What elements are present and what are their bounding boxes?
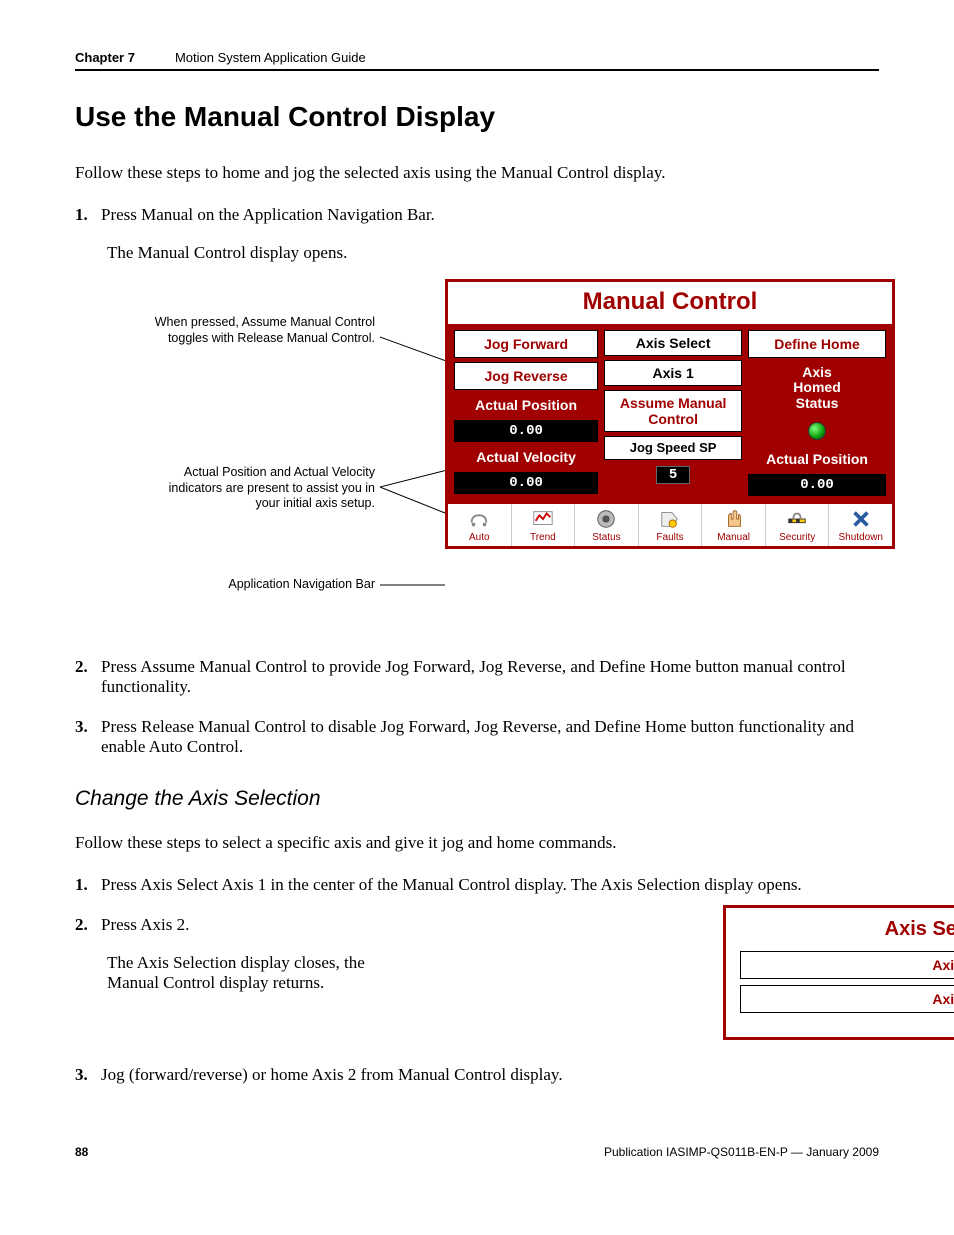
nav-shutdown[interactable]: Shutdown bbox=[828, 504, 892, 546]
auto-icon bbox=[448, 506, 511, 532]
nav-security[interactable]: Security bbox=[765, 504, 829, 546]
nav-faults[interactable]: Faults bbox=[638, 504, 702, 546]
axis-select-button[interactable]: Axis 1 bbox=[604, 360, 742, 386]
shutdown-icon bbox=[829, 506, 892, 532]
jog-reverse-button[interactable]: Jog Reverse bbox=[454, 362, 598, 390]
status-icon bbox=[575, 506, 638, 532]
faults-icon bbox=[639, 506, 702, 532]
axis-selection-panel: Axis Selection Axis 1 Axis 2 bbox=[723, 905, 954, 1040]
callout-indicators: Actual Position and Actual Velocity indi… bbox=[145, 465, 375, 512]
nav-trend[interactable]: Trend bbox=[511, 504, 575, 546]
step-2: Press Assume Manual Control to provide J… bbox=[75, 657, 879, 697]
actual-position-value: 0.00 bbox=[454, 420, 598, 442]
nav-manual[interactable]: Manual bbox=[701, 504, 765, 546]
axis-2-button[interactable]: Axis 2 bbox=[740, 985, 954, 1013]
manual-icon bbox=[702, 506, 765, 532]
security-icon bbox=[766, 506, 829, 532]
axis-selection-title: Axis Selection bbox=[740, 918, 954, 941]
step-3: Press Release Manual Control to disable … bbox=[75, 717, 879, 757]
actual-velocity-value: 0.00 bbox=[454, 472, 598, 494]
manual-control-figure: When pressed, Assume Manual Control togg… bbox=[145, 279, 895, 629]
axis-homed-status-label: Axis Homed Status bbox=[748, 362, 886, 414]
actual-position-right-label: Actual Position bbox=[748, 448, 886, 470]
axis-select-label: Axis Select bbox=[604, 330, 742, 356]
callout-assume: When pressed, Assume Manual Control togg… bbox=[145, 315, 375, 346]
panel-title: Manual Control bbox=[448, 282, 892, 324]
step-1: Press Manual on the Application Navigati… bbox=[75, 205, 879, 629]
nav-auto[interactable]: Auto bbox=[448, 504, 511, 546]
page-title: Use the Manual Control Display bbox=[75, 101, 879, 133]
step-b3: Jog (forward/reverse) or home Axis 2 fro… bbox=[75, 1065, 879, 1085]
publication-info: Publication IASIMP-QS011B-EN-P — January… bbox=[604, 1145, 879, 1159]
axis-1-button[interactable]: Axis 1 bbox=[740, 951, 954, 979]
assume-manual-control-button[interactable]: Assume Manual Control bbox=[604, 390, 742, 432]
step-b2: Press Axis 2. The Axis Selection display… bbox=[75, 915, 879, 1045]
page-number: 88 bbox=[75, 1145, 88, 1159]
callout-navbar: Application Navigation Bar bbox=[145, 577, 375, 593]
page-header: Chapter 7 Motion System Application Guid… bbox=[75, 50, 879, 71]
intro-2: Follow these steps to select a specific … bbox=[75, 833, 879, 853]
step-b1: Press Axis Select Axis 1 in the center o… bbox=[75, 875, 879, 895]
guide-title: Motion System Application Guide bbox=[175, 50, 366, 65]
actual-position-right-value: 0.00 bbox=[748, 474, 886, 496]
subsection-title: Change the Axis Selection bbox=[75, 787, 879, 811]
jog-speed-value[interactable]: 5 bbox=[656, 466, 690, 484]
actual-velocity-label: Actual Velocity bbox=[454, 446, 598, 468]
axis-homed-led-icon bbox=[808, 422, 826, 440]
step-b2-followup: The Axis Selection display closes, the M… bbox=[101, 953, 391, 993]
page-footer: 88 Publication IASIMP-QS011B-EN-P — Janu… bbox=[75, 1145, 879, 1159]
step-1-followup: The Manual Control display opens. bbox=[101, 243, 879, 263]
intro-paragraph: Follow these steps to home and jog the s… bbox=[75, 163, 879, 183]
trend-icon bbox=[512, 506, 575, 532]
application-navigation-bar: Auto Trend Status bbox=[448, 502, 892, 546]
define-home-button[interactable]: Define Home bbox=[748, 330, 886, 358]
jog-forward-button[interactable]: Jog Forward bbox=[454, 330, 598, 358]
actual-position-label: Actual Position bbox=[454, 394, 598, 416]
chapter-label: Chapter 7 bbox=[75, 50, 135, 65]
manual-control-panel: Manual Control Jog Forward Jog Reverse A… bbox=[445, 279, 895, 549]
jog-speed-label: Jog Speed SP bbox=[604, 436, 742, 460]
nav-status[interactable]: Status bbox=[574, 504, 638, 546]
